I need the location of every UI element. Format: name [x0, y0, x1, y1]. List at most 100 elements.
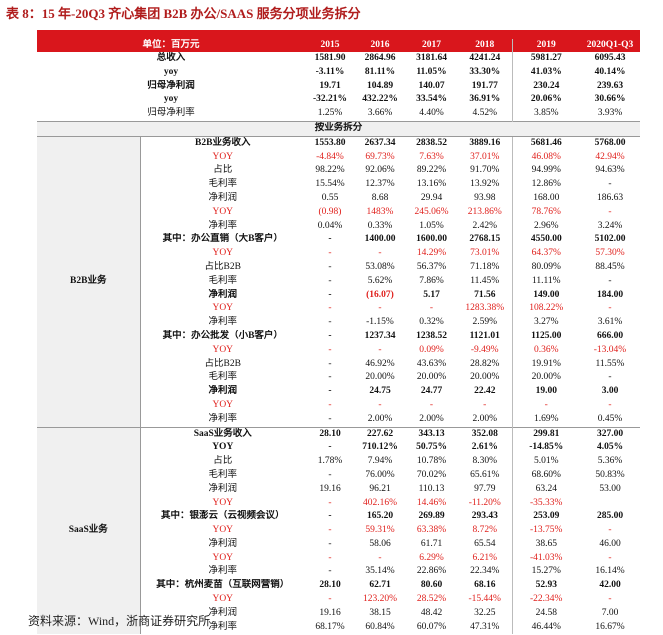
cell: 47.31% [470, 621, 500, 632]
cell: 3.85% [511, 107, 580, 122]
cell: - [328, 344, 332, 355]
row-label: 净利率 [208, 566, 237, 577]
cell: - [378, 303, 382, 314]
cell: 62.71 [369, 580, 391, 591]
cell: 63.38% [416, 525, 447, 536]
cell: -32.21% [312, 94, 348, 105]
cell: 12.86% [511, 178, 580, 192]
cell: 64.37% [511, 247, 580, 261]
cell: 37.01% [470, 151, 500, 162]
cell: 402.16% [362, 497, 398, 508]
cell: -13.75% [511, 524, 580, 538]
table-row: YOY - - 0.09% -9.49% 0.36% -13.04% [37, 343, 640, 358]
table-row: 占比B2B - 53.08% 56.37% 71.18% 80.09% 88.45% [37, 260, 640, 275]
cell: - [378, 344, 382, 355]
table-row: 净利润 - 24.75 24.77 22.42 19.00 3.00 [37, 385, 640, 399]
cell: - [429, 303, 434, 314]
row-label: YOY [212, 248, 234, 259]
header-cell: 2016 [355, 39, 405, 52]
cell: - [429, 399, 434, 410]
cell: 3.27% [511, 316, 580, 330]
cell: - [328, 275, 332, 286]
row-label: 归母净利润 [147, 80, 195, 91]
cell: 33.54% [416, 94, 447, 105]
cell: 80.09% [511, 260, 580, 275]
row-label: 净利润 [208, 192, 237, 203]
cell: 19.91% [511, 357, 580, 372]
row-label: 净利率 [208, 317, 237, 328]
cell: - [328, 248, 332, 259]
cell: - [328, 413, 332, 424]
band-cell [37, 30, 640, 39]
table-row: YOY - 710.12% 50.75% 2.61% -14.85% 4.05% [37, 441, 640, 456]
table-row: YOY (0.98) 1483% 245.06% 213.86% 78.76% - [37, 205, 640, 220]
cell: 80.60 [420, 580, 443, 591]
cell: 140.07 [418, 80, 445, 91]
cell: 245.06% [414, 206, 449, 217]
cell: 5.01% [511, 455, 580, 469]
table: 单位：百万元 2015 2016 2017 2018 2019 2020Q1-Q3 总收入 15… [37, 30, 640, 635]
cell: 2.59% [472, 317, 498, 328]
row-label: 其中：杭州麦苗（互联网营销） [156, 580, 290, 591]
cell: - [608, 372, 612, 383]
cell: (0.98) [318, 206, 342, 217]
cell: 1553.80 [314, 137, 346, 148]
cell: - [608, 594, 612, 605]
row-label: YOY [212, 594, 234, 605]
cell: 76.00% [365, 469, 395, 480]
cell: 36.91% [469, 94, 501, 105]
table-row: 其中：银澎云（云视频会议） - 165.20 269.89 293.43 253.09 28… [37, 510, 640, 525]
table-row: 归母净利率 1.25% 3.66% 4.40% 4.52% 3.85% 3.93% [37, 107, 640, 122]
cell: 71.56 [474, 289, 496, 300]
cell: 1.78% [317, 456, 343, 467]
cell: 1.05% [419, 220, 444, 231]
cell: - [608, 275, 612, 286]
cell: 191.77 [471, 80, 498, 91]
cell: 239.63 [596, 80, 624, 91]
cell: - [608, 206, 612, 217]
cell: 123.20% [362, 594, 398, 605]
cell: 269.89 [418, 511, 445, 522]
table-row: 毛利率 15.54% 12.37% 13.16% 13.92% 12.86% - [37, 178, 640, 192]
table-row: B2B业务 B2B业务收入 1553.80 2637.34 2838.52 3889.16… [37, 136, 640, 428]
cell: 343.13 [405, 426, 458, 442]
cell: - [328, 594, 332, 605]
cell: - [511, 398, 580, 413]
cell: 8.72% [472, 525, 498, 536]
header-cell: 2019 [511, 39, 580, 52]
row-label: YOY [212, 206, 234, 217]
cell: 168.00 [511, 191, 580, 206]
cell: 0.36% [511, 343, 580, 358]
cell: 2864.96 [364, 53, 396, 63]
table-row: 占比 98.22% 92.06% 89.22% 91.70% 94.99% 94.63% [37, 164, 640, 179]
cell: 96.21 [369, 483, 391, 494]
cell: 7.00 [601, 607, 619, 618]
cell: 57.30% [595, 248, 625, 259]
cell: 60.07% [416, 621, 447, 632]
cell: 60.84% [365, 621, 395, 632]
cell: - [328, 372, 332, 383]
cell: 1.69% [511, 412, 580, 428]
cell: - [328, 552, 332, 563]
cell: 1600.00 [416, 234, 447, 245]
cell: 48.42 [420, 607, 443, 618]
cell: 8.30% [472, 456, 498, 467]
cell: 0.04% [317, 220, 343, 231]
cell: 46.00 [599, 538, 621, 549]
cell: 6.21% [472, 552, 498, 563]
cell: 94.63% [595, 165, 625, 176]
cell: 3.66% [367, 108, 393, 119]
cell: 13.16% [416, 179, 447, 190]
cell: 68.16 [474, 580, 496, 591]
cell: 10.78% [416, 456, 447, 467]
header-cell: 2017 [405, 39, 458, 52]
table-row: 净利润 - (16.07) 5.17 71.56 149.00 184.00 [37, 288, 640, 303]
header-row: 单位：百万元 2015 2016 2017 2018 2019 2020Q1-Q3 [37, 39, 640, 52]
cell: -14.85% [511, 441, 580, 456]
cell: - [328, 538, 332, 549]
cell: 42.00 [599, 580, 621, 591]
cell: 3.24% [597, 220, 623, 231]
cell: 0.45% [597, 413, 623, 424]
cell: 104.89 [366, 80, 394, 91]
cell: 184.00 [596, 289, 624, 300]
